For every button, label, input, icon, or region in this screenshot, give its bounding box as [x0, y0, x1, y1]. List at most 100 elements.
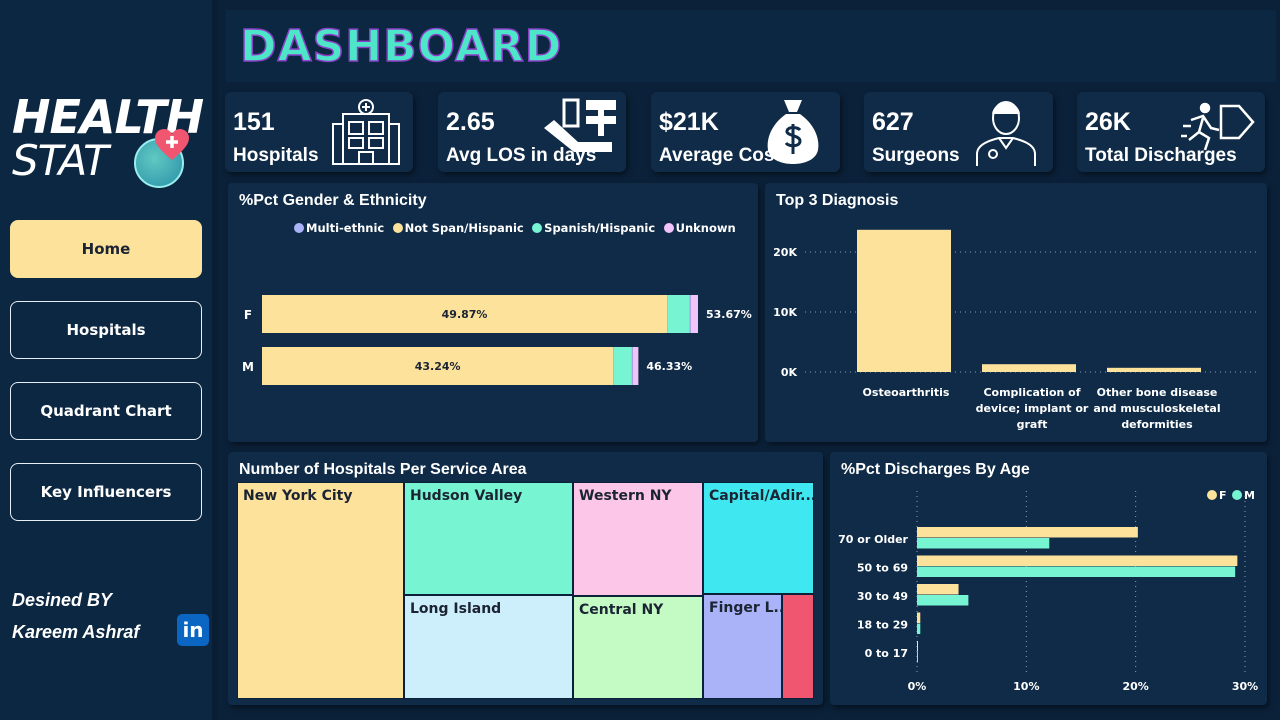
kpi-label: Avg LOS in days	[446, 145, 597, 166]
treemap-cell-long-island[interactable]: Long Island	[404, 595, 573, 699]
bar-segment	[689, 295, 691, 333]
chart-title: %Pct Gender & Ethnicity	[239, 192, 427, 209]
bar-segment	[262, 347, 614, 385]
kpi-value: $21K	[659, 108, 719, 136]
treemap-cell-central-ny[interactable]: Central NY	[573, 596, 703, 699]
bar-segment	[632, 347, 639, 385]
treemap-cell-finger-lakes[interactable]: Finger L...	[703, 594, 782, 699]
bar	[917, 538, 1050, 549]
discharges-by-age-chart: F M 0% 10% 20% 30% 70 or Older 50 to 69 30 to 49…	[838, 489, 1258, 693]
bar	[917, 555, 1238, 566]
bar-segment	[667, 295, 690, 333]
kpi-label: Surgeons	[872, 145, 960, 166]
heart-icon	[155, 129, 189, 160]
legend-label: Not Span/Hispanic	[404, 221, 524, 235]
category-label: 70 or Older	[838, 533, 908, 546]
kpi-hospitals: 151 Hospitals	[225, 92, 413, 172]
bar	[917, 595, 969, 606]
x-tick-label: 30%	[1232, 680, 1258, 693]
legend-label: Multi-ethnic	[306, 221, 385, 235]
bar	[857, 229, 951, 372]
title-bar	[226, 10, 1276, 82]
kpi-value: 151	[233, 108, 275, 136]
treemap-cell-hudson-valley[interactable]: Hudson Valley	[404, 482, 573, 595]
legend-label: M	[1244, 489, 1255, 502]
kpi-avg-los: 2.65 Avg LOS in days	[438, 92, 626, 172]
chart-title: Top 3 Diagnosis	[776, 192, 899, 209]
nav-hospitals-button[interactable]: Hospitals	[10, 301, 202, 359]
kpi-label: Average Cost	[659, 145, 781, 166]
kpi-value: 2.65	[446, 108, 495, 136]
x-tick-label: deformities	[1121, 418, 1193, 431]
category-label: 30 to 49	[857, 590, 908, 603]
gender-ethnicity-chart: F 49.87% 53.67% M 43.24% 46.33%	[242, 295, 752, 385]
bar-segment	[262, 295, 668, 333]
treemap-cell-new-york-city[interactable]: New York City	[237, 482, 404, 699]
bar	[917, 652, 918, 663]
credit-designed-by: Desined BY	[12, 590, 113, 610]
bar	[917, 612, 921, 623]
logo-health: HEALTH	[12, 90, 204, 144]
legend-item[interactable]: Spanish/Hispanic	[532, 221, 655, 235]
bar	[917, 527, 1138, 538]
treemap-cell-capital-adirondack[interactable]: Capital/Adir...	[703, 482, 814, 594]
linkedin-icon[interactable]: in	[177, 614, 209, 646]
category-label: 18 to 29	[857, 619, 908, 632]
total-label: 53.67%	[706, 308, 752, 321]
treemap-cell-western-ny[interactable]: Western NY	[573, 482, 703, 596]
bar	[982, 364, 1076, 372]
legend-item[interactable]: Unknown	[663, 221, 736, 235]
logo-stat: STAT	[12, 136, 109, 185]
kpi-label: Total Discharges	[1085, 145, 1237, 166]
nav-key-influencers-button[interactable]: Key Influencers	[10, 463, 202, 521]
bar-segment	[613, 347, 632, 385]
treemap-cell-other[interactable]	[782, 594, 814, 699]
x-tick-label: Complication of	[983, 386, 1080, 399]
top-diagnosis-panel: Top 3 Diagnosis 0K 10K 20K Osteoarthritis Co…	[765, 183, 1267, 442]
legend-label: Spanish/Hispanic	[544, 221, 656, 235]
legend-item[interactable]: Multi-ethnic	[294, 221, 384, 235]
y-tick-label: 0K	[781, 366, 798, 379]
total-label: 46.33%	[646, 360, 692, 373]
category-label: 50 to 69	[857, 562, 908, 575]
page-title: DASHBOARD	[239, 21, 563, 73]
legend-marker-f	[1207, 490, 1217, 500]
legend-label: Unknown	[675, 221, 736, 235]
doctor-icon	[976, 101, 1036, 166]
bar	[917, 584, 959, 595]
x-tick-label: device; implant or	[976, 402, 1089, 415]
hospital-icon	[332, 99, 400, 165]
bar	[917, 566, 1236, 577]
discharges-by-age-panel: %Pct Discharges By Age F M 0% 10% 20% 30% 70 o…	[830, 452, 1267, 705]
x-tick-label: Other bone disease	[1097, 386, 1218, 399]
money-bag-icon	[767, 100, 819, 164]
credit-author: Kareem Ashraf	[12, 622, 140, 642]
category-label: F	[244, 308, 252, 322]
x-tick-label: graft	[1017, 418, 1048, 431]
kpi-value: 26K	[1085, 108, 1131, 136]
data-label: 43.24%	[415, 360, 461, 373]
bar	[1107, 367, 1201, 372]
y-tick-label: 20K	[773, 246, 797, 259]
chart-title: %Pct Discharges By Age	[841, 461, 1030, 478]
chart-title: Number of Hospitals Per Service Area	[239, 461, 527, 478]
category-label: 0 to 17	[865, 647, 908, 660]
bar	[917, 641, 918, 652]
x-tick-label: Osteoarthritis	[863, 386, 950, 399]
nav-home-button[interactable]: Home	[10, 220, 202, 278]
legend-item[interactable]: Not Span/Hispanic	[392, 221, 524, 235]
gender-ethnicity-panel: %Pct Gender & Ethnicity Multi-ethnic Not…	[228, 183, 758, 442]
x-tick-label: 0%	[908, 680, 927, 693]
hospital-bed-icon	[544, 98, 616, 152]
bar-segment	[631, 347, 633, 385]
kpi-surgeons: 627 Surgeons	[864, 92, 1053, 172]
nav-quadrant-chart-button[interactable]: Quadrant Chart	[10, 382, 202, 440]
top-diagnosis-chart: 0K 10K 20K Osteoarthritis Complication of dev…	[773, 229, 1260, 431]
sidebar	[0, 0, 212, 720]
x-tick-label: 10%	[1013, 680, 1039, 693]
category-label: M	[242, 360, 254, 374]
chart-legend: Multi-ethnic Not Span/Hispanic Spanish/H…	[294, 220, 740, 238]
bar	[917, 623, 921, 634]
kpi-value: 627	[872, 108, 914, 136]
legend-label: F	[1219, 489, 1227, 502]
